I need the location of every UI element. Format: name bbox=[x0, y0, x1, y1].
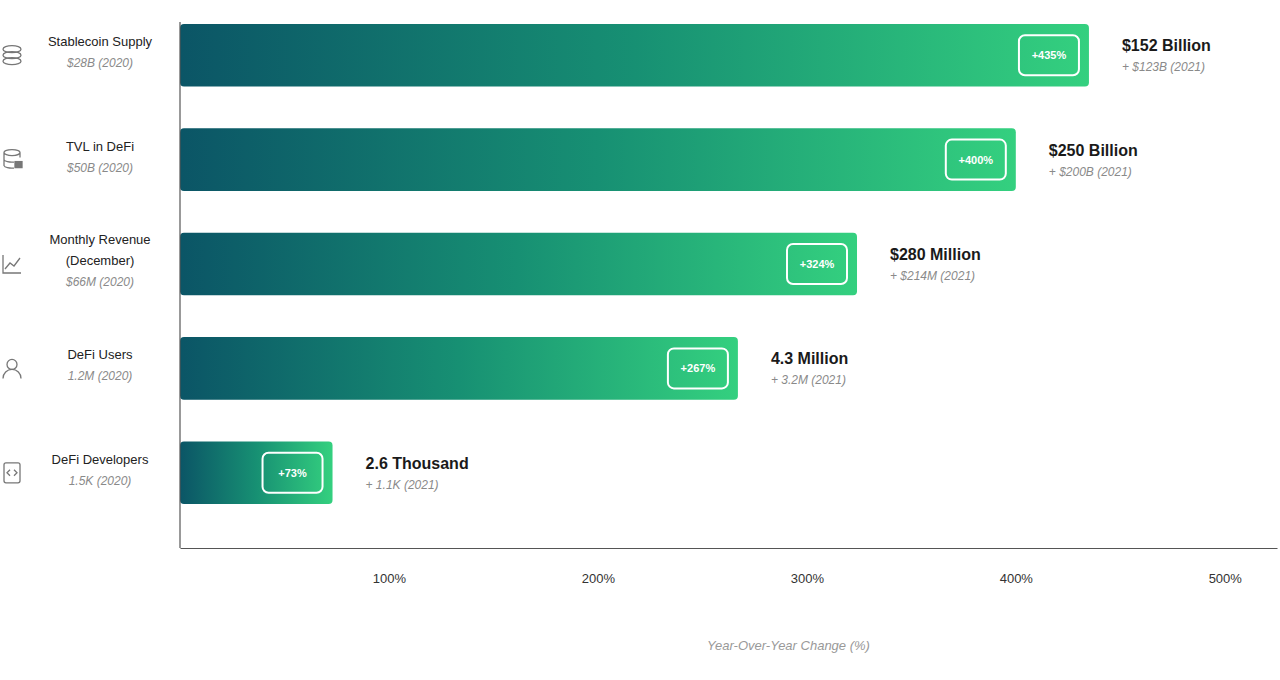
data-label: +400% bbox=[959, 154, 994, 166]
data-labels: +435% +400% +324% +267% +73% bbox=[263, 35, 1079, 493]
icon-part bbox=[15, 162, 22, 168]
x-axis-title: Year-Over-Year Change (%) bbox=[707, 638, 870, 653]
icon-part bbox=[7, 359, 17, 369]
icon-part bbox=[3, 369, 21, 378]
bars bbox=[180, 24, 1089, 504]
x-axis-line bbox=[181, 548, 1278, 549]
increase-label: + $123B (2021) bbox=[1122, 60, 1205, 74]
bar bbox=[180, 233, 857, 296]
bar bbox=[180, 128, 1016, 191]
increase-label: + 1.1K (2021) bbox=[366, 478, 439, 492]
base-label: 1.2M (2020) bbox=[68, 369, 133, 383]
bar bbox=[180, 24, 1089, 87]
category-label: Monthly Revenue(December) bbox=[49, 232, 150, 268]
icon-part bbox=[7, 470, 17, 476]
label-box bbox=[668, 348, 728, 388]
label-box bbox=[787, 244, 847, 284]
label-box bbox=[1019, 35, 1079, 75]
icon bbox=[3, 359, 21, 378]
data-label: +324% bbox=[800, 258, 835, 270]
base-label: $28B (2020) bbox=[66, 56, 133, 70]
total-label: 2.6 Thousand bbox=[366, 455, 469, 472]
tick: 400% bbox=[1000, 548, 1034, 586]
bar bbox=[180, 441, 333, 504]
category-label: DeFi Users bbox=[67, 347, 133, 362]
tick-label: 300% bbox=[791, 571, 825, 586]
total-label: $250 Billion bbox=[1049, 142, 1138, 159]
label-box bbox=[263, 453, 323, 493]
category-label: TVL in DeFi bbox=[66, 139, 134, 154]
total-label: 4.3 Million bbox=[771, 350, 848, 367]
tick: 100% bbox=[373, 548, 407, 586]
tick: 500% bbox=[1209, 548, 1243, 586]
tick: 300% bbox=[791, 548, 825, 586]
y-axis-line bbox=[179, 22, 180, 548]
totals: $152 Billion + $123B (2021) $250 Billion + … bbox=[366, 37, 1211, 492]
increase-label: + 3.2M (2021) bbox=[771, 373, 846, 387]
total-label: $152 Billion bbox=[1122, 37, 1211, 54]
bar bbox=[180, 337, 738, 400]
icon bbox=[3, 46, 21, 65]
category-labels: Stablecoin Supply $28B (2020) TVL in DeFi $… bbox=[48, 34, 153, 488]
increase-label: + $200B (2021) bbox=[1049, 165, 1132, 179]
base-label: $66M (2020) bbox=[65, 275, 134, 289]
tick-label: 200% bbox=[582, 571, 616, 586]
base-label: 1.5K (2020) bbox=[69, 474, 132, 488]
data-label: +435% bbox=[1032, 49, 1067, 61]
icon-part bbox=[4, 463, 20, 483]
data-label: +267% bbox=[681, 362, 716, 374]
category-label: Stablecoin Supply bbox=[48, 34, 153, 49]
tick-label: 400% bbox=[1000, 571, 1034, 586]
icon-part bbox=[3, 255, 21, 273]
base-label: $50B (2020) bbox=[66, 161, 133, 175]
category-label: DeFi Developers bbox=[52, 452, 149, 467]
tick: 200% bbox=[582, 548, 616, 586]
icon-part bbox=[3, 58, 21, 65]
icons bbox=[3, 46, 22, 483]
tick-label: 100% bbox=[373, 571, 407, 586]
icon bbox=[4, 463, 20, 483]
icon bbox=[3, 255, 21, 273]
data-label: +73% bbox=[278, 467, 307, 479]
total-label: $280 Million bbox=[890, 246, 981, 263]
x-axis: 100% 200% 300% 400% 500% bbox=[181, 548, 1278, 586]
tick-label: 500% bbox=[1209, 571, 1243, 586]
increase-label: + $214M (2021) bbox=[890, 269, 975, 283]
chart: 100% 200% 300% 400% 500% Year-Over-Year Chang… bbox=[0, 0, 1280, 680]
label-box bbox=[946, 140, 1006, 180]
icon bbox=[4, 150, 22, 169]
